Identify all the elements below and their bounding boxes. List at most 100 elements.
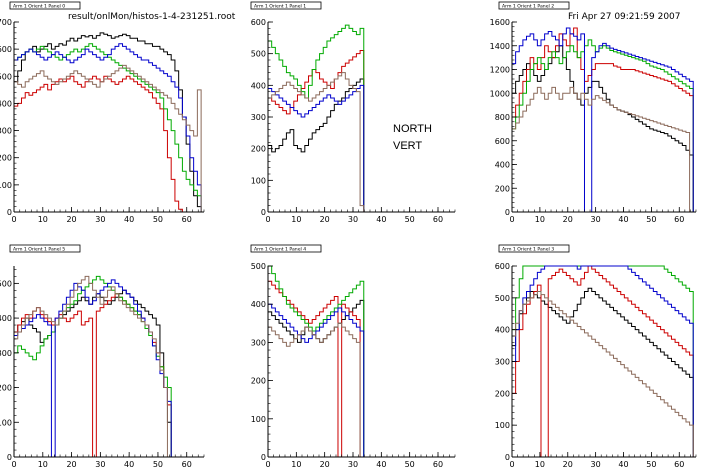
x-tick-label: 0 (265, 215, 270, 224)
y-tick-label: 1200 (490, 66, 510, 75)
y-tick-label: 400 (495, 161, 510, 170)
x-tick-label: 20 (66, 460, 76, 469)
y-tick-label: 100 (251, 176, 266, 185)
x-tick-label: 40 (376, 460, 386, 469)
panel-title: Arm 1 Orient 1 Panel 2 (502, 4, 554, 10)
y-tick-label: 100 (0, 181, 12, 190)
histogram-series (511, 290, 694, 457)
panel-title-box (498, 244, 570, 253)
y-tick-label: 600 (495, 137, 510, 146)
file-path-label: result/onlMon/histos-1-4-231251.root (68, 12, 236, 22)
x-tick-label: 60 (182, 460, 192, 469)
y-tick-label: 200 (495, 389, 510, 398)
histogram-series (511, 86, 694, 213)
region-label-north: NORTH (393, 123, 432, 135)
y-tick-label: 300 (251, 338, 266, 347)
histogram-series (511, 27, 694, 213)
panel-title: Arm 1 Orient 1 Panel 5 (13, 247, 65, 253)
panel-title-box (250, 1, 322, 10)
panel-title-box (250, 244, 322, 253)
histogram-series (511, 265, 694, 457)
histogram-series (511, 265, 694, 458)
panel-title: Arm 1 Orient 1 Panel 4 (254, 247, 306, 253)
y-tick-label: 500 (251, 50, 266, 59)
x-tick-label: 50 (646, 460, 656, 469)
x-tick-label: 60 (433, 215, 443, 224)
x-tick-label: 60 (433, 460, 443, 469)
histogram-series (13, 43, 202, 212)
x-tick-label: 50 (405, 215, 415, 224)
y-tick-label: 400 (251, 81, 266, 90)
y-tick-label: 300 (0, 349, 12, 358)
y-tick-label: 600 (495, 262, 510, 271)
y-tick-label: 0 (261, 453, 266, 462)
y-tick-label: 100 (495, 421, 510, 430)
x-tick-label: 20 (320, 460, 330, 469)
y-tick-label: 400 (495, 326, 510, 335)
x-tick-label: 10 (535, 215, 545, 224)
y-tick-label: 300 (495, 358, 510, 367)
histogram-series (267, 299, 365, 457)
y-tick-label: 1000 (490, 89, 510, 98)
timestamp-label: Fri Apr 27 09:21:59 2007 (568, 12, 681, 22)
x-tick-label: 0 (265, 460, 270, 469)
y-tick-label: 400 (251, 300, 266, 309)
x-tick-label: 10 (38, 215, 48, 224)
histogram-panel: Arm 1 Orient 1 Panel 4 0 100 200 300 400 500 0 1… (250, 244, 456, 469)
histogram-panel: Arm 1 Orient 1 Panel 2020040060080010001… (490, 1, 697, 224)
histogram-series (13, 275, 172, 457)
x-tick-label: 10 (291, 215, 301, 224)
x-tick-label: 40 (124, 460, 134, 469)
histogram-series (267, 280, 364, 458)
histogram-series (13, 75, 202, 213)
histogram-series (267, 72, 365, 212)
panel-title-box (9, 244, 81, 253)
y-tick-label: 100 (251, 415, 266, 424)
x-tick-label: 20 (66, 215, 76, 224)
x-tick-label: 30 (348, 460, 358, 469)
y-tick-label: 700 (0, 18, 12, 27)
panel-title-box (498, 1, 570, 10)
x-tick-label: 20 (320, 215, 330, 224)
y-tick-label: 1600 (490, 18, 510, 27)
histogram-series (13, 32, 202, 212)
histogram-series (511, 39, 694, 212)
y-tick-label: 400 (0, 99, 12, 108)
histogram-series (267, 50, 365, 212)
x-tick-label: 0 (11, 215, 16, 224)
y-tick-label: 0 (7, 208, 12, 217)
x-tick-label: 60 (674, 460, 684, 469)
histogram-series (511, 265, 694, 457)
histogram-panel: Arm 1 Orient 1 Panel 0010020030040050060… (0, 1, 205, 224)
x-tick-label: 60 (182, 215, 192, 224)
x-tick-label: 50 (153, 215, 163, 224)
y-tick-label: 0 (261, 208, 266, 217)
x-tick-label: 30 (95, 460, 105, 469)
histogram-panel: Arm 1 Orient 1 Panel 5 0 100 200 300 400 500 0 1… (0, 244, 205, 469)
x-tick-label: 10 (38, 460, 48, 469)
histogram-series (511, 45, 694, 212)
y-tick-label: 200 (495, 184, 510, 193)
x-tick-label: 10 (535, 460, 545, 469)
x-tick-label: 0 (509, 215, 514, 224)
y-tick-label: 0 (7, 453, 12, 462)
histogram-series (267, 24, 365, 212)
y-tick-label: 500 (0, 72, 12, 81)
y-tick-label: 0 (505, 453, 510, 462)
x-tick-label: 10 (291, 460, 301, 469)
y-tick-label: 300 (0, 127, 12, 136)
x-tick-label: 40 (376, 215, 386, 224)
histogram-series (267, 84, 365, 212)
histogram-series (511, 27, 694, 212)
x-tick-label: 50 (646, 215, 656, 224)
x-tick-label: 60 (674, 215, 684, 224)
y-tick-label: 600 (0, 45, 12, 54)
y-tick-label: 100 (0, 418, 12, 427)
y-tick-label: 500 (251, 262, 266, 271)
y-tick-label: 200 (0, 154, 12, 163)
histogram-series (267, 78, 365, 212)
x-tick-label: 20 (563, 215, 573, 224)
histogram-panel: Arm 1 Orient 1 Panel 3010020030040050060… (495, 244, 697, 469)
panel-title: Arm 1 Orient 1 Panel 1 (254, 4, 306, 10)
